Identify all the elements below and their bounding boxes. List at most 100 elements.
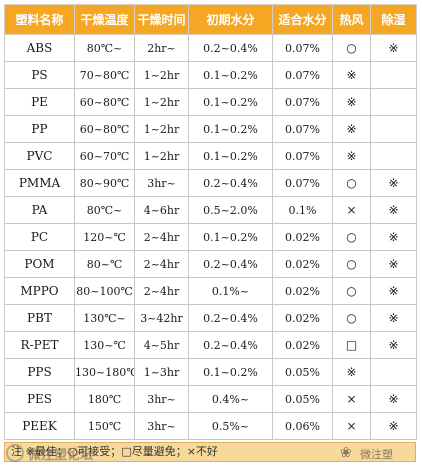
cell-initial-moisture: 0.1~0.2% — [188, 142, 273, 170]
cell-plastic-name: ABS — [4, 34, 75, 62]
cell-dehumidify: ※ — [370, 169, 417, 197]
drying-conditions-table: 塑料名称 干燥温度 干燥时间 初期水分 适合水分 热风 除湿 ABS 80℃~ 2h… — [4, 4, 417, 440]
cell-suitable-moisture: 0.02% — [272, 250, 333, 278]
cell-dehumidify: ※ — [370, 250, 417, 278]
table-row: PEEK 150℃ 3hr~ 0.5%~ 0.06% × ※ — [4, 412, 417, 440]
cell-hot-air: ○ — [332, 223, 371, 251]
table-row: PPS 130~180℃ 1~3hr 0.1~0.2% 0.05% ※ — [4, 358, 417, 386]
table-row: POM 80~℃ 2~4hr 0.2~0.4% 0.02% ○ ※ — [4, 250, 417, 278]
cell-plastic-name: R-PET — [4, 331, 75, 359]
cell-hot-air: ○ — [332, 250, 371, 278]
cell-initial-moisture: 0.1%~ — [188, 277, 273, 305]
cell-drying-time: 1~3hr — [134, 358, 189, 386]
cell-drying-temperature: 60~80℃ — [74, 88, 135, 116]
table-row: PBT 130℃~ 3~42hr 0.2~0.4% 0.02% ○ ※ — [4, 304, 417, 332]
cell-initial-moisture: 0.1~0.2% — [188, 358, 273, 386]
cell-drying-temperature: 80℃~ — [74, 34, 135, 62]
cell-hot-air: ※ — [332, 61, 371, 89]
cell-hot-air: ○ — [332, 169, 371, 197]
cell-dehumidify: ※ — [370, 385, 417, 413]
cell-drying-time: 4~5hr — [134, 331, 189, 359]
wechat-icon: ❀ — [340, 445, 352, 461]
header-initial-moisture: 初期水分 — [188, 4, 273, 35]
cell-suitable-moisture: 0.07% — [272, 88, 333, 116]
cell-plastic-name: PVC — [4, 142, 75, 170]
table-row: ABS 80℃~ 2hr~ 0.2~0.4% 0.07% ○ ※ — [4, 34, 417, 62]
cell-hot-air: ※ — [332, 88, 371, 116]
cell-dehumidify: ※ — [370, 331, 417, 359]
cell-dehumidify — [370, 115, 417, 143]
cell-dehumidify: ※ — [370, 223, 417, 251]
cell-drying-time: 3hr~ — [134, 169, 189, 197]
cell-drying-time: 2hr~ — [134, 34, 189, 62]
cell-plastic-name: PPS — [4, 358, 75, 386]
cell-initial-moisture: 0.1~0.2% — [188, 61, 273, 89]
table-row: PES 180℃ 3hr~ 0.4%~ 0.05% × ※ — [4, 385, 417, 413]
cell-plastic-name: PMMA — [4, 169, 75, 197]
cell-hot-air: × — [332, 385, 371, 413]
watermark-right-text: 微注塑 — [360, 448, 393, 461]
cell-plastic-name: PC — [4, 223, 75, 251]
header-drying-time: 干燥时间 — [134, 4, 189, 35]
cell-suitable-moisture: 0.02% — [272, 331, 333, 359]
cell-hot-air: ※ — [332, 142, 371, 170]
cell-initial-moisture: 0.1~0.2% — [188, 223, 273, 251]
cell-suitable-moisture: 0.07% — [272, 142, 333, 170]
cell-drying-temperature: 150℃ — [74, 412, 135, 440]
cell-hot-air: ○ — [332, 34, 371, 62]
header-suitable-moisture: 适合水分 — [272, 4, 333, 35]
legend-note: 注 ※最佳；○可接受；□尽量避免；×不好 — [4, 442, 416, 462]
cell-drying-temperature: 60~80℃ — [74, 115, 135, 143]
cell-suitable-moisture: 0.05% — [272, 385, 333, 413]
cell-initial-moisture: 0.2~0.4% — [188, 34, 273, 62]
cell-drying-temperature: 80~℃ — [74, 250, 135, 278]
cell-dehumidify: ※ — [370, 34, 417, 62]
table-row: PA 80℃~ 4~6hr 0.5~2.0% 0.1% × ※ — [4, 196, 417, 224]
cell-dehumidify: ※ — [370, 277, 417, 305]
circle-logo-icon — [6, 444, 24, 462]
cell-plastic-name: PBT — [4, 304, 75, 332]
cell-plastic-name: PE — [4, 88, 75, 116]
cell-plastic-name: PA — [4, 196, 75, 224]
cell-suitable-moisture: 0.02% — [272, 304, 333, 332]
table-row: PVC 60~70℃ 1~2hr 0.1~0.2% 0.07% ※ — [4, 142, 417, 170]
cell-initial-moisture: 0.1~0.2% — [188, 88, 273, 116]
cell-initial-moisture: 0.2~0.4% — [188, 250, 273, 278]
cell-dehumidify — [370, 88, 417, 116]
cell-drying-time: 4~6hr — [134, 196, 189, 224]
cell-hot-air: × — [332, 196, 371, 224]
cell-dehumidify — [370, 61, 417, 89]
cell-drying-temperature: 180℃ — [74, 385, 135, 413]
cell-suitable-moisture: 0.06% — [272, 412, 333, 440]
cell-plastic-name: POM — [4, 250, 75, 278]
cell-plastic-name: PS — [4, 61, 75, 89]
header-hot-air: 热风 — [332, 4, 371, 35]
watermark-left-text: 微注塑论坛 — [28, 448, 94, 463]
cell-plastic-name: MPPO — [4, 277, 75, 305]
cell-initial-moisture: 0.2~0.4% — [188, 304, 273, 332]
cell-initial-moisture: 0.2~0.4% — [188, 169, 273, 197]
cell-drying-temperature: 60~70℃ — [74, 142, 135, 170]
header-drying-temperature: 干燥温度 — [74, 4, 135, 35]
cell-drying-temperature: 80~90℃ — [74, 169, 135, 197]
cell-initial-moisture: 0.2~0.4% — [188, 331, 273, 359]
table-row: R-PET 130~℃ 4~5hr 0.2~0.4% 0.02% □ ※ — [4, 331, 417, 359]
table-row: PS 70~80℃ 1~2hr 0.1~0.2% 0.07% ※ — [4, 61, 417, 89]
cell-hot-air: × — [332, 412, 371, 440]
cell-dehumidify: ※ — [370, 304, 417, 332]
cell-drying-time: 2~4hr — [134, 223, 189, 251]
table-row: PC 120~℃ 2~4hr 0.1~0.2% 0.02% ○ ※ — [4, 223, 417, 251]
table-row: PP 60~80℃ 1~2hr 0.1~0.2% 0.07% ※ — [4, 115, 417, 143]
cell-drying-temperature: 80~100℃ — [74, 277, 135, 305]
watermark-right: ❀ 微注塑 — [340, 443, 420, 463]
cell-plastic-name: PEEK — [4, 412, 75, 440]
cell-dehumidify: ※ — [370, 412, 417, 440]
cell-suitable-moisture: 0.02% — [272, 277, 333, 305]
cell-initial-moisture: 0.4%~ — [188, 385, 273, 413]
cell-drying-time: 3hr~ — [134, 385, 189, 413]
cell-hot-air: ○ — [332, 304, 371, 332]
table-row: MPPO 80~100℃ 2~4hr 0.1%~ 0.02% ○ ※ — [4, 277, 417, 305]
cell-initial-moisture: 0.5~2.0% — [188, 196, 273, 224]
cell-suitable-moisture: 0.07% — [272, 115, 333, 143]
cell-drying-time: 1~2hr — [134, 61, 189, 89]
